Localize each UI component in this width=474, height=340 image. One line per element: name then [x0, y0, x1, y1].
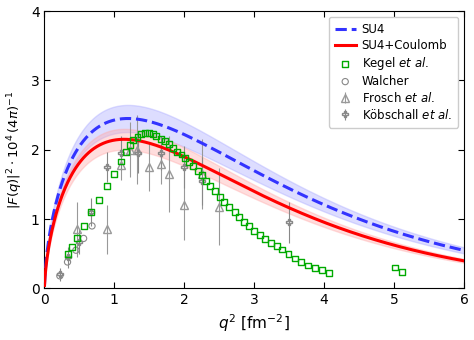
Walcher: [64, 259, 71, 265]
SU4: [42, 283, 47, 287]
Kegel $et\ al.$: [181, 155, 189, 161]
Kegel $et\ al.$: [185, 159, 193, 165]
SU4+Coulomb: [67, 175, 73, 179]
Kegel $et\ al.$: [73, 236, 81, 241]
Kegel $et\ al.$: [240, 219, 247, 224]
SU4: [297, 192, 302, 196]
Kegel $et\ al.$: [198, 173, 206, 178]
SU4: [461, 248, 467, 252]
SU4: [403, 233, 409, 237]
Kegel $et\ al.$: [278, 247, 286, 252]
Kegel $et\ al.$: [285, 252, 292, 257]
X-axis label: $q^2$ [fm$^{-2}$]: $q^2$ [fm$^{-2}$]: [219, 313, 290, 335]
Kegel $et\ al.$: [178, 152, 185, 157]
Kegel $et\ al.$: [256, 232, 264, 238]
Kegel $et\ al.$: [118, 159, 125, 164]
Kegel $et\ al.$: [194, 168, 202, 174]
Y-axis label: $|F(q)|^2 \cdot 10^4\,(4\pi)^{-1}$: $|F(q)|^2 \cdot 10^4\,(4\pi)^{-1}$: [6, 91, 25, 209]
Kegel $et\ al.$: [169, 145, 177, 150]
Kegel $et\ al.$: [137, 132, 145, 137]
Kegel $et\ al.$: [216, 194, 224, 200]
SU4+Coulomb: [360, 234, 366, 238]
SU4+Coulomb: [121, 137, 127, 141]
Line: SU4+Coulomb: SU4+Coulomb: [45, 139, 464, 285]
Kegel $et\ al.$: [202, 178, 210, 184]
SU4: [125, 117, 131, 121]
Kegel $et\ al.$: [190, 164, 197, 169]
Kegel $et\ al.$: [161, 138, 169, 143]
Kegel $et\ al.$: [297, 259, 305, 265]
Kegel $et\ al.$: [173, 149, 181, 154]
Kegel $et\ al.$: [153, 133, 160, 138]
Kegel $et\ al.$: [225, 204, 233, 210]
Kegel $et\ al.$: [122, 149, 130, 154]
Kegel $et\ al.$: [134, 135, 141, 140]
SU4: [286, 186, 292, 190]
Kegel $et\ al.$: [141, 130, 149, 136]
Kegel $et\ al.$: [250, 228, 258, 234]
Kegel $et\ al.$: [165, 141, 173, 147]
Kegel $et\ al.$: [157, 136, 165, 141]
Kegel $et\ al.$: [129, 137, 137, 143]
Kegel $et\ al.$: [103, 184, 110, 189]
Line: SU4: SU4: [45, 119, 464, 285]
SU4+Coulomb: [286, 206, 292, 210]
Kegel $et\ al.$: [311, 266, 319, 271]
Kegel $et\ al.$: [325, 270, 333, 276]
Kegel $et\ al.$: [88, 209, 95, 215]
SU4+Coulomb: [461, 259, 467, 263]
Kegel $et\ al.$: [267, 240, 275, 245]
Walcher: [80, 236, 87, 241]
Kegel $et\ al.$: [304, 263, 312, 268]
Kegel $et\ al.$: [146, 130, 153, 136]
Kegel $et\ al.$: [235, 214, 243, 220]
SU4+Coulomb: [403, 246, 409, 250]
SU4+Coulomb: [297, 210, 302, 215]
Kegel $et\ al.$: [262, 236, 269, 242]
Walcher: [72, 248, 80, 253]
Kegel $et\ al.$: [95, 197, 103, 202]
SU4: [310, 198, 315, 202]
Kegel $et\ al.$: [291, 256, 299, 261]
Kegel $et\ al.$: [64, 251, 72, 256]
SU4+Coulomb: [42, 283, 47, 287]
Walcher: [56, 273, 64, 278]
Kegel $et\ al.$: [220, 200, 228, 205]
Kegel $et\ al.$: [246, 223, 253, 229]
Kegel $et\ al.$: [273, 243, 281, 249]
Kegel $et\ al.$: [80, 223, 87, 229]
SU4: [67, 160, 73, 165]
Walcher: [88, 223, 96, 229]
Kegel $et\ al.$: [391, 265, 399, 270]
Kegel $et\ al.$: [206, 183, 214, 188]
Kegel $et\ al.$: [69, 244, 76, 250]
SU4+Coulomb: [310, 216, 315, 220]
SU4: [360, 219, 366, 223]
Kegel $et\ al.$: [211, 189, 219, 194]
Kegel $et\ al.$: [126, 142, 134, 148]
Kegel $et\ al.$: [318, 268, 326, 273]
Kegel $et\ al.$: [149, 132, 156, 137]
Kegel $et\ al.$: [398, 269, 406, 274]
Kegel $et\ al.$: [110, 171, 118, 177]
Kegel $et\ al.$: [231, 209, 238, 215]
Legend: SU4, SU4+Coulomb, Kegel $et\ al.$, Walcher, Frosch $et\ al.$, Köbschall $et\ al.: SU4, SU4+Coulomb, Kegel $et\ al.$, Walch…: [328, 17, 458, 128]
